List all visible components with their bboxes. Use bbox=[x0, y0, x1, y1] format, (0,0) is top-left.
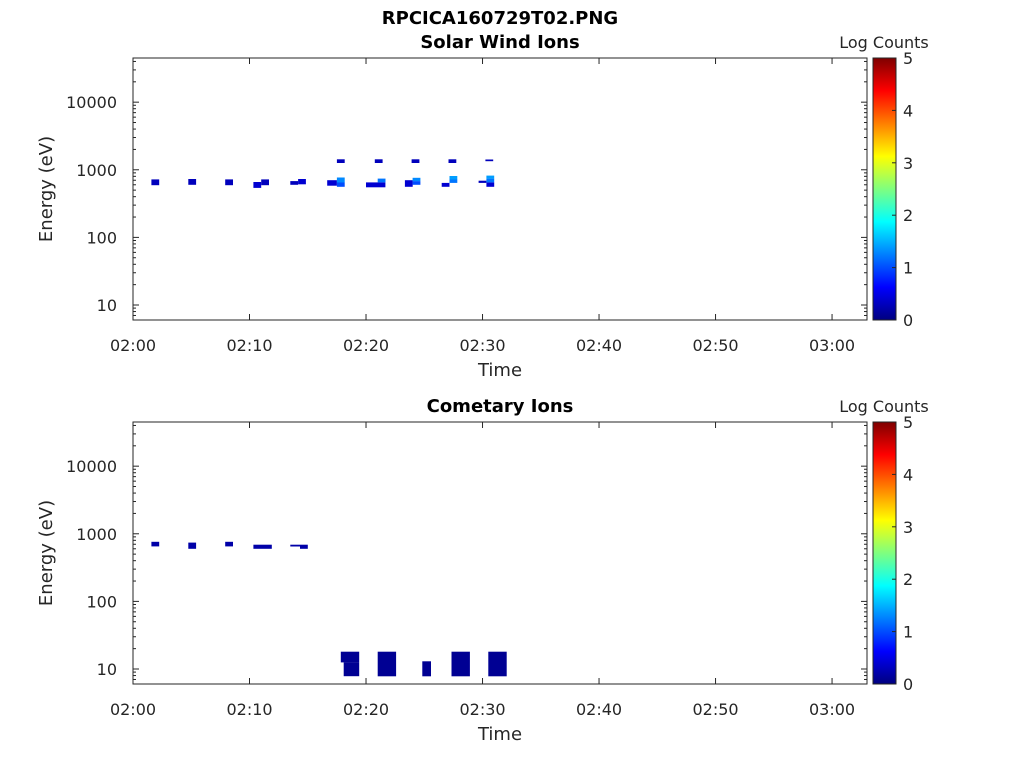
heatmap-cell bbox=[422, 661, 431, 677]
heatmap-cell bbox=[478, 180, 487, 183]
colorbar bbox=[872, 57, 897, 321]
heatmap-cell bbox=[485, 159, 494, 162]
heatmap-cell bbox=[151, 541, 160, 547]
x-tick-label: 02:40 bbox=[576, 336, 622, 355]
x-tick-label: 02:20 bbox=[343, 700, 389, 719]
heatmap-cell bbox=[377, 178, 386, 183]
heatmap-cell bbox=[486, 182, 495, 187]
y-tick-label: 10 bbox=[97, 660, 117, 679]
heatmap-cell bbox=[449, 176, 458, 180]
colorbar-tick-label: 5 bbox=[903, 413, 913, 432]
panel-solar-wind-ions: Solar Wind Ions 02:00 02:10 02:20 02:30 02:4… bbox=[36, 32, 929, 381]
x-tick-label: 02:30 bbox=[459, 700, 505, 719]
heatmap-cell bbox=[343, 662, 360, 677]
x-axis: 02:00 02:10 02:20 02:30 02:40 02:50 03:00 bbox=[110, 58, 855, 355]
colorbar-tick-label: 2 bbox=[903, 570, 913, 589]
heatmap-cell bbox=[451, 651, 470, 677]
y-axis-label: Energy (eV) bbox=[36, 136, 57, 242]
x-tick-label: 02:50 bbox=[692, 336, 738, 355]
heatmap-cell bbox=[300, 544, 308, 549]
colorbar bbox=[872, 421, 897, 685]
heatmap-cell bbox=[336, 177, 345, 183]
heatmap-cell bbox=[253, 182, 262, 188]
colorbar-tick-label: 2 bbox=[903, 206, 913, 225]
colorbar-tick-label: 3 bbox=[903, 518, 913, 537]
x-tick-label: 02:20 bbox=[343, 336, 389, 355]
colorbar-tick-label: 0 bbox=[903, 675, 913, 694]
heatmap-cell bbox=[349, 651, 360, 663]
y-axis: 10 100 1000 10000 bbox=[66, 424, 867, 685]
y-tick-label: 100 bbox=[86, 228, 117, 247]
x-tick-label: 03:00 bbox=[809, 336, 855, 355]
heatmap-cell bbox=[225, 179, 233, 186]
x-tick-label: 02:10 bbox=[226, 336, 272, 355]
y-tick-label: 1000 bbox=[76, 161, 117, 180]
heatmap-cell bbox=[327, 180, 337, 186]
colorbar-tick-label: 4 bbox=[903, 101, 913, 120]
heatmap-cell bbox=[336, 182, 345, 187]
heatmap-cell bbox=[151, 179, 160, 186]
colorbar-ticks: 0 1 2 3 4 5 bbox=[892, 49, 913, 330]
heatmap-cells bbox=[151, 541, 507, 677]
heatmap-cell bbox=[488, 651, 507, 677]
heatmap-cell bbox=[290, 181, 299, 185]
x-tick-label: 02:10 bbox=[226, 700, 272, 719]
colorbar-label: Log Counts bbox=[839, 397, 929, 416]
colorbar-tick-label: 5 bbox=[903, 49, 913, 68]
colorbar-label: Log Counts bbox=[839, 33, 929, 52]
heatmap-cell bbox=[366, 182, 386, 188]
x-tick-label: 02:00 bbox=[110, 700, 156, 719]
plot-frame bbox=[132, 57, 868, 321]
heatmap-cell bbox=[290, 544, 300, 547]
x-tick-label: 02:30 bbox=[459, 336, 505, 355]
heatmap-cell bbox=[188, 542, 197, 549]
y-tick-label: 10000 bbox=[66, 93, 117, 112]
heatmap-cell bbox=[298, 179, 306, 185]
x-axis-label: Time bbox=[477, 724, 522, 745]
colorbar-tick-label: 1 bbox=[903, 623, 913, 642]
heatmap-cell bbox=[412, 181, 421, 185]
x-tick-label: 02:40 bbox=[576, 700, 622, 719]
plot-frame bbox=[132, 421, 868, 685]
heatmap-cell bbox=[486, 178, 495, 183]
heatmap-cell bbox=[336, 159, 345, 163]
heatmap-cell bbox=[449, 179, 458, 183]
heatmap-cell bbox=[404, 180, 413, 187]
colorbar-tick-label: 3 bbox=[903, 154, 913, 173]
panel-title: Cometary Ions bbox=[427, 396, 574, 417]
heatmap-cell bbox=[188, 179, 197, 185]
heatmap-cell bbox=[374, 159, 383, 163]
y-tick-label: 1000 bbox=[76, 525, 117, 544]
y-axis-label: Energy (eV) bbox=[36, 500, 57, 606]
panel-cometary-ions: Cometary Ions 02:00 02:10 02:20 02:30 02:40 0… bbox=[36, 396, 929, 745]
x-axis: 02:00 02:10 02:20 02:30 02:40 02:50 03:00 bbox=[110, 422, 855, 719]
colorbar-ticks: 0 1 2 3 4 5 bbox=[892, 413, 913, 694]
x-tick-label: 02:00 bbox=[110, 336, 156, 355]
x-tick-label: 03:00 bbox=[809, 700, 855, 719]
y-tick-label: 10 bbox=[97, 296, 117, 315]
heatmap-cell bbox=[412, 177, 421, 182]
x-axis-label: Time bbox=[477, 360, 522, 381]
heatmap-cell bbox=[261, 179, 269, 186]
heatmap-cell bbox=[411, 159, 420, 163]
colorbar-tick-label: 4 bbox=[903, 465, 913, 484]
heatmap-cell bbox=[225, 541, 233, 547]
y-axis: 10 100 1000 10000 bbox=[66, 60, 867, 321]
y-tick-label: 10000 bbox=[66, 457, 117, 476]
colorbar-tick-label: 1 bbox=[903, 259, 913, 278]
heatmap-cell bbox=[441, 182, 450, 187]
x-tick-label: 02:50 bbox=[692, 700, 738, 719]
y-tick-label: 100 bbox=[86, 592, 117, 611]
heatmap-cell bbox=[340, 651, 350, 663]
figure-title: RPCICA160729T02.PNG bbox=[382, 8, 618, 29]
colorbar-tick-label: 0 bbox=[903, 311, 913, 330]
heatmap-cell bbox=[377, 651, 397, 677]
heatmap-cells bbox=[151, 159, 495, 188]
heatmap-cell bbox=[486, 175, 495, 179]
heatmap-cell bbox=[253, 544, 272, 549]
panel-title: Solar Wind Ions bbox=[420, 32, 579, 53]
heatmap-cell bbox=[448, 159, 457, 163]
